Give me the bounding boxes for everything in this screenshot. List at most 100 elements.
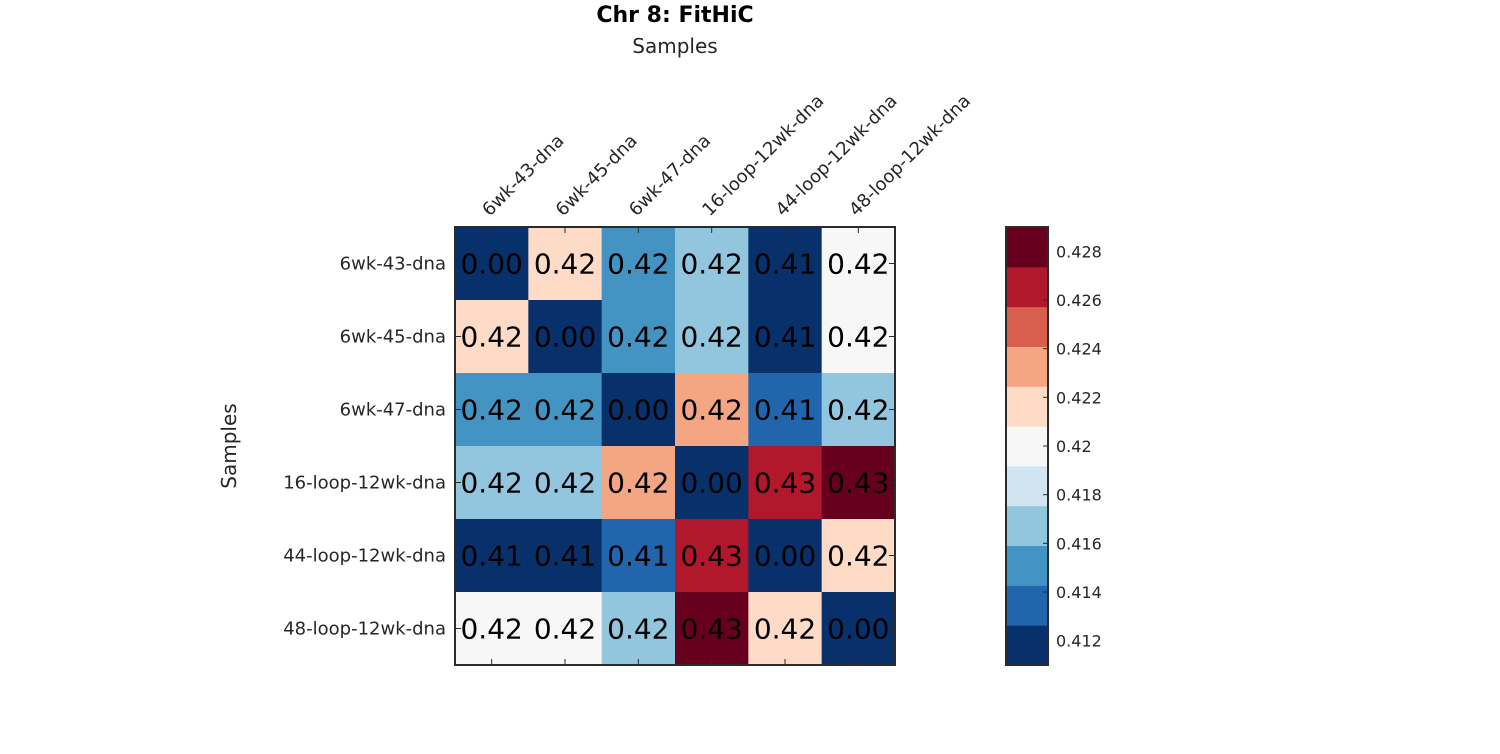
- y-tick-label: 16-loop-12wk-dna: [283, 473, 446, 494]
- heatmap-cell: [455, 227, 529, 301]
- heatmap-cell: [748, 300, 823, 374]
- heatmap-cell: [601, 373, 676, 447]
- heatmap-cell: [821, 519, 896, 593]
- colorbar-segment: [1006, 585, 1048, 626]
- heatmap-cell: [748, 446, 823, 520]
- cell-value-label: 0.42: [680, 321, 742, 354]
- colorbar-tick-label: 0.426: [1056, 291, 1102, 310]
- heatmap-cell: [528, 300, 603, 374]
- colorbar-segment: [1006, 386, 1048, 427]
- heatmap-cells: [455, 227, 896, 666]
- cell-value-label: 0.42: [607, 321, 669, 354]
- y-tick-label: 44-loop-12wk-dna: [283, 546, 446, 567]
- heatmap-cell: [821, 373, 896, 447]
- heatmap-cell: [601, 300, 676, 374]
- heatmap-cell: [675, 227, 749, 301]
- cell-value-label: 0.00: [754, 540, 816, 573]
- heatmap-cell: [748, 519, 823, 593]
- heatmap-cell: [675, 519, 749, 593]
- heatmap-cell: [455, 519, 529, 593]
- heatmap-frame: [454, 226, 896, 666]
- heatmap-cell: [821, 300, 896, 374]
- cell-value-label: 0.42: [534, 248, 596, 281]
- cell-value-label: 0.43: [680, 613, 742, 646]
- cell-value-label: 0.41: [754, 248, 816, 281]
- colorbar-tick-label: 0.414: [1056, 583, 1102, 602]
- heatmap-cell: [528, 519, 603, 593]
- x-axis-label: Samples: [632, 34, 717, 58]
- heatmap-cell: [528, 227, 603, 301]
- heatmap-cell: [748, 227, 823, 301]
- cell-value-label: 0.42: [754, 613, 816, 646]
- cell-value-label: 0.42: [460, 613, 522, 646]
- heatmap-cell: [455, 592, 529, 666]
- y-tick-labels: 6wk-43-dna 6wk-45-dna 6wk-47-dna 16-loop-12…: [283, 254, 895, 640]
- heatmap-cell: [748, 592, 823, 666]
- y-tick-label: 6wk-47-dna: [340, 400, 446, 421]
- cell-value-label: 0.00: [460, 248, 522, 281]
- colorbar-tick-label: 0.416: [1056, 534, 1102, 553]
- cell-value-label: 0.42: [827, 248, 889, 281]
- colorbar-segment: [1006, 625, 1048, 666]
- heatmap-cell: [675, 446, 749, 520]
- heatmap-cell: [821, 592, 896, 666]
- cell-value-label: 0.42: [680, 394, 742, 427]
- cell-value-label: 0.00: [607, 394, 669, 427]
- cell-value-label: 0.42: [460, 321, 522, 354]
- x-tick-label: 44-loop-12wk-dna: [772, 91, 902, 221]
- cell-value-label: 0.42: [534, 394, 596, 427]
- heatmap-cell: [748, 373, 823, 447]
- colorbar-tick-label: 0.424: [1056, 340, 1102, 359]
- cell-value-label: 0.42: [607, 248, 669, 281]
- colorbar-segment: [1006, 505, 1048, 547]
- y-tick-label: 48-loop-12wk-dna: [283, 619, 446, 640]
- y-axis-label: Samples: [217, 403, 241, 488]
- cell-value-label: 0.43: [754, 467, 816, 500]
- colorbar-segment: [1006, 346, 1048, 387]
- heatmap-cell: [528, 592, 603, 666]
- cell-value-label: 0.42: [607, 467, 669, 500]
- x-tick-label: 16-loop-12wk-dna: [698, 91, 828, 221]
- heatmap-cell: [601, 592, 676, 666]
- heatmap-cell: [675, 300, 749, 374]
- colorbar-segment: [1006, 266, 1048, 308]
- cell-value-label: 0.00: [534, 321, 596, 354]
- heatmap-cell: [455, 300, 529, 374]
- heatmap-cell: [528, 373, 603, 447]
- cell-value-label: 0.42: [680, 248, 742, 281]
- cell-value-label: 0.43: [827, 467, 889, 500]
- colorbar-tick-label: 0.42: [1056, 437, 1092, 456]
- cell-value-label: 0.41: [534, 540, 596, 573]
- colorbar-segment: [1006, 426, 1048, 467]
- cell-value-label: 0.41: [607, 540, 669, 573]
- colorbar-segment: [1006, 545, 1048, 586]
- colorbar-tick-label: 0.412: [1056, 632, 1102, 651]
- cell-value-label: 0.43: [680, 540, 742, 573]
- colorbar-segment: [1006, 227, 1048, 268]
- heatmap-cell: [455, 446, 529, 520]
- cell-value-label: 0.42: [534, 467, 596, 500]
- colorbar-tick-label: 0.428: [1056, 242, 1102, 261]
- heatmap-cell: [601, 519, 676, 593]
- heatmap-cell: [528, 446, 603, 520]
- y-tick-label: 6wk-43-dna: [340, 254, 446, 275]
- y-tick-label: 6wk-45-dna: [340, 327, 446, 348]
- cell-value-label: 0.00: [827, 613, 889, 646]
- cell-value-label: 0.00: [680, 467, 742, 500]
- colorbar: 0.412 0.414 0.416 0.418 0.42 0.422 0.424 0.426 0…: [1005, 226, 1102, 666]
- x-tick-label: 48-loop-12wk-dna: [845, 91, 975, 221]
- heatmap-cell: [601, 227, 676, 301]
- colorbar-tick-label: 0.422: [1056, 388, 1102, 407]
- heatmap-cell: [675, 592, 749, 666]
- cell-value-label: 0.42: [460, 394, 522, 427]
- cell-value-label: 0.42: [827, 321, 889, 354]
- heatmap-cell: [821, 227, 896, 301]
- cell-value-label: 0.41: [754, 394, 816, 427]
- heatmap-cell-labels: 0.00 0.42 0.42 0.42 0.41 0.42 0.42 0.00 0.42 0.42…: [460, 248, 889, 646]
- cell-value-label: 0.42: [827, 540, 889, 573]
- heatmap-cell: [675, 373, 749, 447]
- heatmap-cell: [821, 446, 896, 520]
- colorbar-segment: [1006, 306, 1048, 347]
